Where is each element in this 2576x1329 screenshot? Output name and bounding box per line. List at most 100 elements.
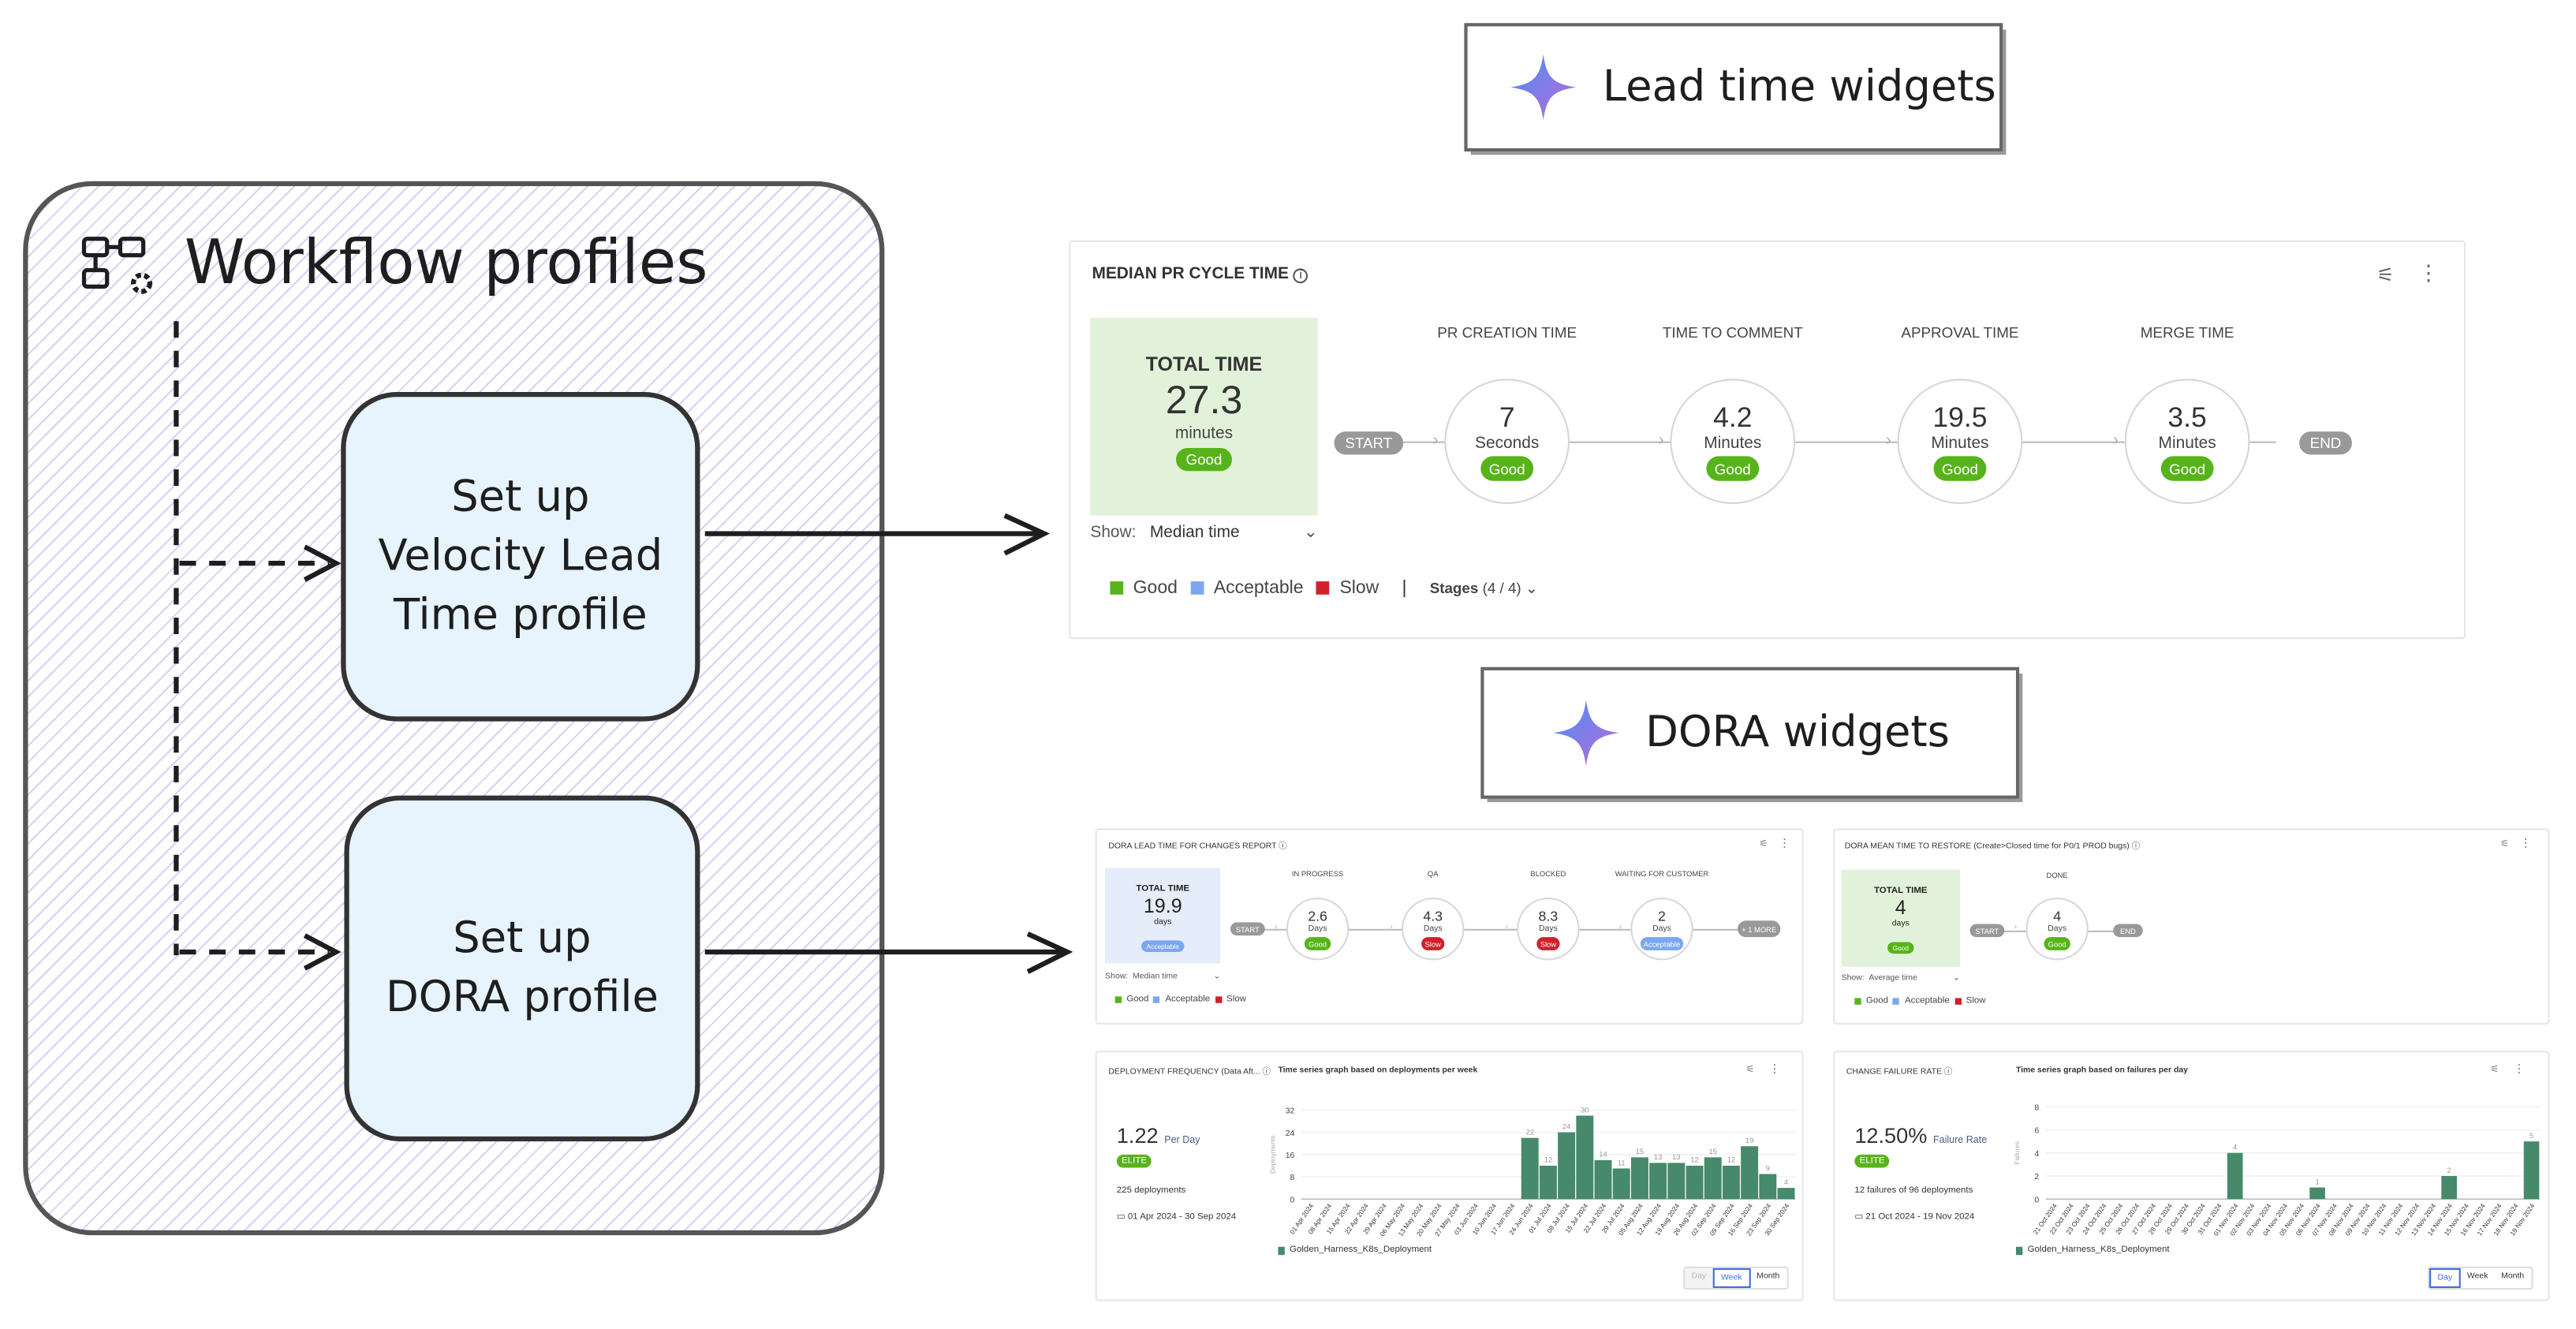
sparkle-icon [1553, 700, 1619, 767]
data-label: 4 [1784, 1178, 1788, 1186]
data-label: 13 [1672, 1152, 1680, 1161]
bar [2523, 1141, 2540, 1200]
bar [1521, 1137, 1539, 1200]
arrow-icon: › [1618, 924, 1622, 932]
status-badge: Good [1305, 937, 1331, 950]
bar [1649, 1163, 1667, 1200]
stage-value: 4.3 [1423, 908, 1443, 925]
legend: Good Acceptable Slow [1114, 995, 1246, 1005]
status-badge: Good [1707, 456, 1759, 481]
bar [1741, 1146, 1759, 1200]
toggle-week[interactable]: Week [2466, 1271, 2488, 1282]
stage-value: 3.5 [2167, 402, 2207, 434]
total-time-box: TOTAL TIME 4 days Good [1841, 869, 1960, 967]
status-badge: Acceptable [1640, 937, 1684, 950]
status-badge: Good [1887, 942, 1914, 954]
chart-legend[interactable]: Golden_Harness_K8s_Deployment [1278, 1245, 1432, 1255]
step-line: Time profile [394, 591, 648, 641]
show-dropdown[interactable]: Show: Median time ⌄ [1105, 972, 1221, 982]
widget-title: DORA LEAD TIME FOR CHANGES REPORT ⓘ [1108, 842, 1287, 852]
settings-sliders-icon[interactable]: ⚟ [2376, 263, 2395, 287]
settings-sliders-icon[interactable]: ⚟ [2490, 1066, 2499, 1076]
stage-circle[interactable]: 4 Days Good [2025, 898, 2089, 961]
widget-title: DEPLOYMENT FREQUENCY (Data Aft... ⓘ [1108, 1067, 1271, 1077]
velocity-profile-step[interactable]: Set up Velocity Lead Time profile [341, 391, 700, 722]
stage-unit: Days [1423, 924, 1443, 935]
data-label: 13 [1654, 1152, 1662, 1161]
y-tick-label: 32 [1286, 1107, 1295, 1116]
dora-profile-step[interactable]: Set up DORA profile [344, 795, 700, 1142]
stages-dropdown[interactable]: Stages (4 / 4) ⌄ [1429, 579, 1538, 595]
data-label: 19 [1745, 1136, 1753, 1144]
kpi-value: 1.22 Per Day [1116, 1123, 1200, 1148]
chevron-down-icon: ⌄ [1304, 524, 1318, 543]
stage-label: WAITING FOR CUSTOMER [1615, 869, 1709, 879]
info-icon[interactable]: i [1293, 268, 1309, 284]
more-menu-icon[interactable]: ⋮ [2513, 1063, 2526, 1076]
toggle-month[interactable]: Month [1757, 1271, 1780, 1282]
stage-circle[interactable]: 3.5 Minutes Good [2124, 379, 2250, 504]
granularity-toggle[interactable]: Day Week Month [1683, 1266, 1788, 1290]
stage-circle[interactable]: 4.2 Minutes Good [1670, 379, 1796, 504]
show-dropdown[interactable]: Show: Average time ⌄ [1841, 973, 1960, 984]
bar [1558, 1132, 1576, 1200]
widget-title: DORA MEAN TIME TO RESTORE (Create>Closed… [1844, 842, 2141, 852]
arrow-icon: › [1885, 431, 1891, 450]
settings-sliders-icon[interactable]: ⚟ [1745, 1066, 1755, 1076]
data-label: 30 [1581, 1105, 1589, 1114]
bar [1704, 1157, 1722, 1200]
arrow-icon: › [2113, 431, 2119, 450]
chart-legend[interactable]: Golden_Harness_K8s_Deployment [2015, 1245, 2170, 1255]
y-axis-label: Deployments [1268, 1135, 1276, 1174]
more-menu-icon[interactable]: ⋮ [1768, 1063, 1781, 1076]
stage-circle[interactable]: 7 Seconds Good [1444, 379, 1570, 504]
stage-circle[interactable]: 2.6 Days Good [1286, 898, 1350, 961]
status-badge: Good [2044, 937, 2070, 950]
bar [2227, 1152, 2243, 1200]
step-line: Velocity Lead [378, 532, 663, 582]
y-tick-label: 4 [2034, 1150, 2039, 1159]
toggle-week[interactable]: Week [1712, 1267, 1750, 1288]
toggle-day[interactable]: Day [2429, 1267, 2461, 1288]
stage-circle[interactable]: 19.5 Minutes Good [1897, 379, 2023, 504]
deployment-frequency-widget [1095, 1051, 1804, 1301]
stage-circle[interactable]: 4.3 Days Slow [1402, 898, 1465, 961]
workflow-settings-icon [81, 237, 153, 294]
toggle-day[interactable]: Day [1685, 1267, 1713, 1288]
stage-unit: Days [1652, 924, 1671, 935]
show-dropdown[interactable]: Show: Median time ⌄ [1090, 524, 1318, 543]
start-pill: START [1969, 924, 2005, 938]
arrow-icon: › [1505, 924, 1508, 932]
settings-sliders-icon[interactable]: ⚟ [1759, 839, 1768, 850]
chart-subtitle: Time series graph based on failures per … [2015, 1066, 2188, 1076]
stage-circle[interactable]: 2 Days Acceptable [1630, 898, 1693, 961]
granularity-toggle[interactable]: Day Week Month [2428, 1266, 2533, 1290]
status-badge: Good [1481, 456, 1533, 481]
settings-sliders-icon[interactable]: ⚟ [2499, 839, 2510, 850]
stage-value: 2.6 [1308, 908, 1327, 925]
stage-value: 4.2 [1713, 402, 1753, 434]
stage-unit: Days [2048, 924, 2067, 935]
stage-unit: Days [1308, 924, 1327, 935]
more-stages-button[interactable]: + 1 MORE [1738, 920, 1781, 938]
stage-value: 8.3 [1538, 908, 1559, 925]
data-label: 15 [1709, 1147, 1717, 1155]
y-tick-label: 0 [2034, 1196, 2039, 1204]
more-menu-icon[interactable]: ⋮ [1779, 838, 1790, 850]
label-text: DORA widgets [1645, 707, 1950, 758]
more-menu-icon[interactable]: ⋮ [2417, 259, 2440, 286]
stage-label: DONE [2046, 871, 2068, 880]
end-pill: END [2299, 431, 2352, 455]
stage-label: MERGE TIME [2140, 324, 2234, 342]
toggle-month[interactable]: Month [2501, 1271, 2525, 1282]
data-label: 22 [1525, 1128, 1533, 1137]
calendar-icon: ▭ [1854, 1211, 1864, 1223]
y-tick-label: 8 [1290, 1174, 1295, 1182]
arrow-icon: › [1432, 431, 1439, 450]
kpi-count: 225 deployments [1116, 1185, 1186, 1196]
start-pill: START [1230, 922, 1265, 936]
stage-circle[interactable]: 8.3 Days Slow [1517, 898, 1580, 961]
more-menu-icon[interactable]: ⋮ [2519, 838, 2532, 850]
